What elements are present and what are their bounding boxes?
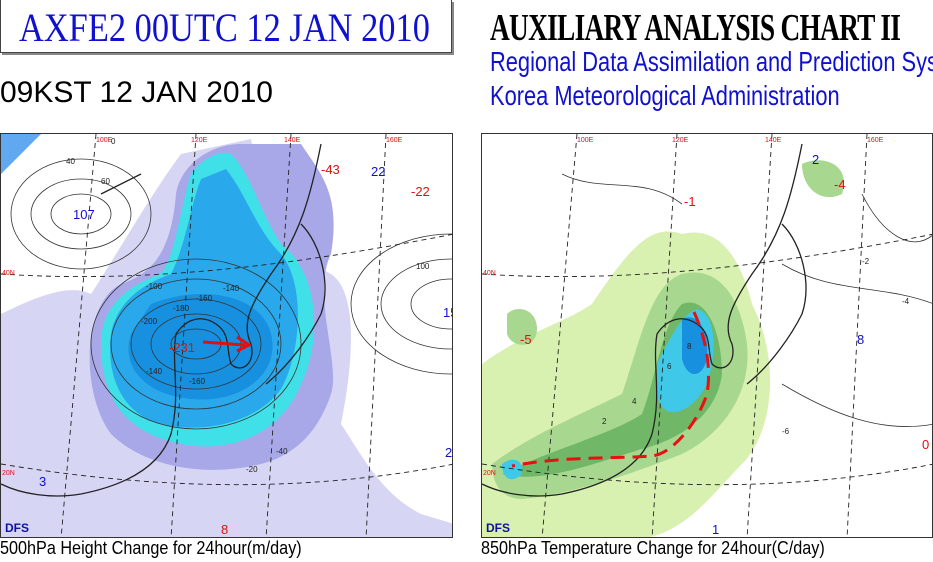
extremum-label: -5 (520, 332, 532, 347)
contour-label: 60 (101, 177, 110, 186)
extremum-label: -4 (834, 177, 846, 192)
extremum-label: 22 (371, 164, 385, 179)
contour-label: 4 (632, 397, 637, 406)
extremum-label: 25 (445, 445, 453, 460)
cold-front-trough-line (511, 311, 711, 468)
contour-label: -2 (862, 257, 870, 266)
extremum-label: 8 (857, 332, 864, 347)
contour-label: -180 (173, 304, 190, 313)
contour-label: -4 (902, 297, 910, 306)
lat-label: 20N (2, 470, 15, 477)
contour-label: -160 (189, 377, 206, 386)
contour-label: 8 (687, 342, 692, 351)
extremum-label: 3 (39, 474, 46, 489)
extremum-label: 107 (73, 207, 95, 222)
lon-label: 100E (577, 137, 594, 144)
chart-code-title: AXFE2 00UTC 12 JAN 2010 (19, 5, 430, 50)
extremum-label: 1 (712, 522, 719, 537)
extremum-label: -22 (411, 184, 430, 199)
lon-label: 160E (867, 137, 884, 144)
title-box: AXFE2 00UTC 12 JAN 2010 (0, 0, 452, 53)
local-time: 09KST 12 JAN 2010 (0, 76, 273, 109)
caption-850hpa: 850hPa Temperature Change for 24hour(C/d… (481, 538, 825, 558)
lon-label: 140E (765, 137, 782, 144)
lon-label: 120E (672, 137, 689, 144)
contour-label: 40 (66, 157, 75, 166)
contour-label: -160 (196, 294, 213, 303)
lon-label: 140E (284, 137, 301, 144)
extremum-label: 2 (812, 152, 819, 167)
caption-500hpa: 500hPa Height Change for 24hour(m/day) (0, 538, 302, 558)
extremum-label: 15 (443, 305, 453, 320)
lat-label: 20N (483, 470, 496, 477)
contour-label: -200 (141, 317, 158, 326)
lon-label: 100E (96, 137, 113, 144)
contour-label: 2 (602, 417, 607, 426)
contour-label: -20 (246, 465, 258, 474)
extremum-label: 8 (221, 522, 228, 537)
contour-label: 100 (416, 262, 430, 271)
system-name: Regional Data Assimilation and Predictio… (490, 46, 933, 77)
dfs-logo: DFS (486, 521, 510, 535)
contour-label: -6 (782, 427, 790, 436)
chart-title: AUXILIARY ANALYSIS CHART II (490, 7, 901, 49)
extremum-label: -1 (684, 194, 696, 209)
contour-label: -140 (146, 367, 163, 376)
extremum-label: -231 (169, 340, 195, 355)
contour-label: -140 (223, 284, 240, 293)
contour-label: 0 (111, 137, 116, 146)
map-500hpa-height-change: 100E 120E 140E 160E 40N 20N 107 -231 -43… (0, 133, 453, 538)
contour-label: -100 (146, 282, 163, 291)
map-850hpa-temperature-change: 100E 120E 140E 160E 40N 20N -5 -1 -4 8 1… (481, 133, 933, 538)
lat-label: 40N (483, 270, 496, 277)
contour-label: -40 (276, 447, 288, 456)
movement-arrow (202, 335, 252, 353)
dfs-logo: DFS (5, 521, 29, 535)
lon-label: 160E (386, 137, 403, 144)
extremum-label: -43 (321, 162, 340, 177)
lat-label: 40N (2, 270, 15, 277)
lon-label: 120E (191, 137, 208, 144)
agency-name: Korea Meteorological Administration (490, 80, 840, 111)
extremum-label: 0 (922, 437, 929, 452)
contour-label: 6 (667, 362, 672, 371)
